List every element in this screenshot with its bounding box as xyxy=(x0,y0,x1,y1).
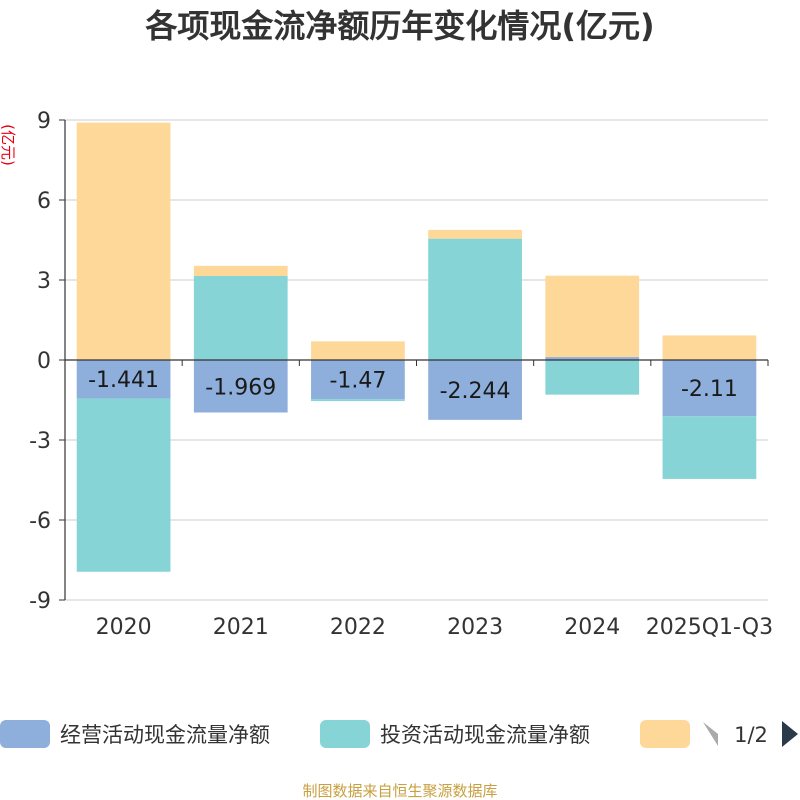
chart-title: 各项现金流净额历年变化情况(亿元) xyxy=(145,7,654,45)
bar-segment xyxy=(193,276,288,360)
legend-label: 投资活动现金流量净额 xyxy=(380,723,590,747)
y-tick-label: 3 xyxy=(37,269,51,294)
bar-segment xyxy=(311,360,405,400)
bar-data-label: -1.441 xyxy=(88,368,159,393)
y-tick-label: 9 xyxy=(37,109,51,134)
x-tick-label: 2025Q1-Q3 xyxy=(646,615,773,640)
bar-data-label: -2.244 xyxy=(440,379,511,404)
gridlines xyxy=(65,119,768,601)
bar-data-label: -1.47 xyxy=(329,369,386,394)
y-axis-label: (亿元) xyxy=(0,124,17,166)
bar-segment xyxy=(662,360,757,417)
legend-label: 经营活动现金流量净额 xyxy=(60,723,270,747)
x-tick-label: 2020 xyxy=(96,615,152,640)
axes: 9 6 3 0 -3 -6 -9 2020 2021 2022 2023 2024 2025Q1-Q3 xyxy=(29,109,773,640)
legend-swatch xyxy=(320,720,370,748)
triangle-left-icon[interactable] xyxy=(703,722,718,746)
y-tick-label: -6 xyxy=(29,509,51,534)
bar-segment xyxy=(428,360,522,420)
bar-segment xyxy=(428,229,522,239)
legend-swatch xyxy=(640,720,690,748)
bar-segment xyxy=(76,398,171,572)
bar-segment xyxy=(545,275,640,358)
bar-segment xyxy=(311,399,405,402)
legend-swatch xyxy=(0,720,50,748)
bar-segment xyxy=(545,357,640,360)
y-tick-label: 0 xyxy=(37,349,51,374)
x-tick-label: 2021 xyxy=(213,615,269,640)
triangle-right-icon[interactable] xyxy=(782,721,798,747)
bar-segment xyxy=(662,416,757,479)
x-tick-label: 2023 xyxy=(447,615,503,640)
x-tick-label: 2022 xyxy=(330,615,386,640)
bar-segment xyxy=(662,335,757,360)
y-tick-label: -3 xyxy=(29,429,51,454)
bar-segment xyxy=(76,360,171,399)
x-tick-label: 2024 xyxy=(564,615,620,640)
legend-page-indicator: 1/2 xyxy=(734,723,768,747)
bar-data-label: -2.11 xyxy=(681,377,738,402)
bar-data-label: -1.969 xyxy=(205,375,276,400)
bar-segment xyxy=(428,238,522,360)
bar-segment xyxy=(311,341,405,360)
bar-segment xyxy=(193,360,288,413)
y-tick-label: -9 xyxy=(29,589,51,614)
bar-labels: -1.441 -1.969 -1.47 -2.244 -2.11 xyxy=(88,368,738,404)
y-tick-label: 6 xyxy=(37,189,51,214)
source-note: 制图数据来自恒生聚源数据库 xyxy=(302,782,497,800)
bar-segment xyxy=(545,360,640,395)
bars-group xyxy=(76,122,757,572)
bar-segment xyxy=(193,265,288,276)
legend: 经营活动现金流量净额 投资活动现金流量净额 1/2 xyxy=(0,720,798,748)
bar-segment xyxy=(76,122,171,361)
